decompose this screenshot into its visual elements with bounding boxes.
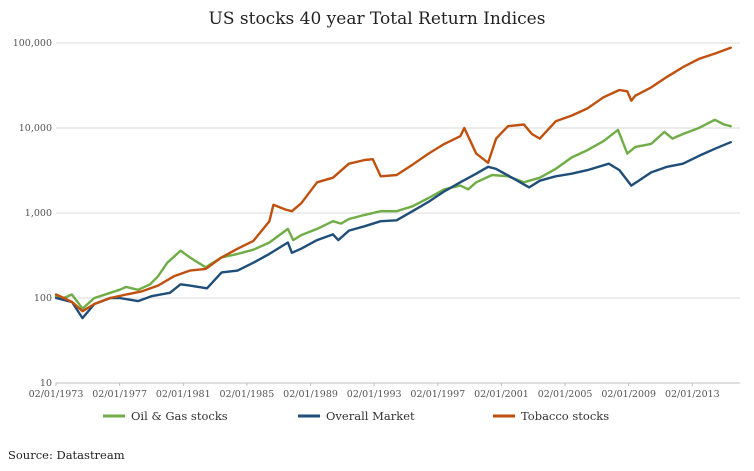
legend: Oil & Gas stocks Overall Market Tobacco st… <box>103 409 609 423</box>
x-tick-label: 02/01/1997 <box>410 389 465 400</box>
x-tick-label: 02/01/1985 <box>220 389 275 400</box>
y-tick-label: 1,000 <box>25 208 52 219</box>
gridlines <box>56 42 740 299</box>
x-tick-label: 02/01/1981 <box>156 389 211 400</box>
series-line-overall-market <box>54 140 732 320</box>
x-tick-label: 02/01/1993 <box>347 389 402 400</box>
x-tick-label: 02/01/1977 <box>92 389 147 400</box>
series-lines <box>54 46 732 320</box>
chart-title: US stocks 40 year Total Return Indices <box>209 9 546 29</box>
x-tick-label: 02/01/1989 <box>283 389 338 400</box>
x-tick-label: 02/01/2005 <box>538 389 593 400</box>
series-line-oil-gas-stocks <box>54 118 732 310</box>
y-tick-label: 10 <box>40 378 52 389</box>
x-tick-label: 02/01/1973 <box>29 389 84 400</box>
legend-label-oil-gas-stocks: Oil & Gas stocks <box>131 409 228 423</box>
y-tick-label: 10,000 <box>19 123 52 134</box>
legend-label-tobacco-stocks: Tobacco stocks <box>521 409 609 423</box>
x-tick-label: 02/01/2009 <box>601 389 656 400</box>
x-tick-label: 02/01/2013 <box>665 389 720 400</box>
legend-label-overall-market: Overall Market <box>326 409 415 423</box>
axes: 10 100 1,000 10,000 100,000 02/01/1973 02/01/1… <box>13 38 740 400</box>
y-tick-label: 100,000 <box>13 38 52 49</box>
series-line-tobacco-stocks <box>54 46 732 313</box>
y-tick-label: 100 <box>34 293 52 304</box>
x-tick-label: 02/01/2001 <box>474 389 529 400</box>
source-note: Source: Datastream <box>8 448 125 462</box>
